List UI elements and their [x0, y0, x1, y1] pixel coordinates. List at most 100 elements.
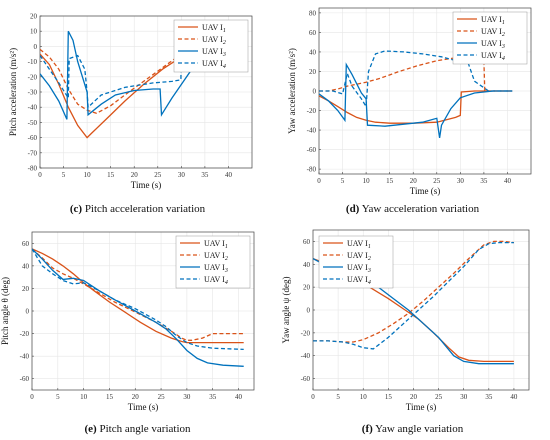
x-tick-label: 15 — [385, 393, 393, 401]
y-tick-label: -50 — [28, 119, 38, 127]
x-axis-label: Time (s) — [128, 402, 158, 412]
series-line-uav-2 — [319, 57, 513, 92]
legend-label-main: UAV I — [481, 15, 502, 24]
legend-label-main: UAV I — [204, 263, 225, 272]
legend-label-main: UAV I — [202, 59, 223, 68]
x-tick-label: 0 — [30, 393, 34, 401]
x-axis-label: Time (s) — [406, 402, 436, 412]
x-tick-label: 20 — [131, 171, 139, 179]
legend-label-sub: 4 — [223, 63, 226, 70]
panel-c: 0 5 10 15 20 25 30 35 40 -80 -70 -60 -50 -40 -30 -20 -10… — [0, 0, 275, 220]
caption-d-text: Yaw acceleration variation — [361, 203, 480, 215]
y-tick-label: 80 — [309, 9, 317, 17]
x-tick-label: 20 — [132, 393, 140, 401]
legend-label-uav-1: UAV I1 — [202, 23, 226, 34]
x-tick-label: 35 — [201, 171, 209, 179]
caption-c: (c) Pitch acceleration variation — [0, 203, 275, 215]
legend-label-uav-2: UAV I2 — [202, 35, 226, 46]
y-axis-label: Yaw acceleration (m/s²) — [287, 48, 297, 134]
series-line-uav-4 — [313, 241, 514, 350]
x-tick-label: 25 — [435, 393, 443, 401]
legend-label-uav-4: UAV I4 — [347, 275, 371, 286]
y-tick-label: 40 — [309, 48, 317, 56]
series-line-uav-1 — [319, 90, 513, 124]
y-tick-label: -40 — [307, 127, 317, 135]
legend-label-uav-4: UAV I4 — [204, 275, 228, 286]
legend-label-uav-1: UAV I1 — [347, 239, 371, 250]
y-tick-label: 60 — [303, 238, 311, 246]
y-tick-label: -60 — [307, 146, 317, 154]
x-axis-label: Time (s) — [410, 186, 440, 196]
y-tick-label: -20 — [307, 107, 317, 115]
y-tick-label: -40 — [28, 104, 38, 112]
x-tick-label: 10 — [84, 171, 92, 179]
legend-label-sub: 4 — [225, 279, 228, 286]
chart-f: 0 5 10 15 20 25 30 35 40 -60 -40 -20 0 20 40 60 Time (s)… — [281, 229, 530, 412]
series-line-uav-4 — [319, 50, 513, 109]
x-tick-label: 5 — [56, 393, 60, 401]
legend-label-main: UAV I — [347, 251, 368, 260]
x-tick-label: 30 — [183, 393, 191, 401]
x-tick-label: 25 — [158, 393, 166, 401]
legend-label-sub: 2 — [225, 256, 228, 262]
x-tick-label: 35 — [480, 177, 488, 185]
legend-label-uav-3: UAV I3 — [202, 47, 226, 58]
series-line-uav-3 — [319, 62, 513, 138]
legend-label-main: UAV I — [481, 39, 502, 48]
y-tick-label: 20 — [30, 13, 38, 21]
panel-f: 0 5 10 15 20 25 30 35 40 -60 -40 -20 0 20 40 60 Time (s)… — [275, 220, 550, 440]
legend-label-uav-1: UAV I1 — [481, 15, 505, 26]
series-line-uav-3 — [40, 30, 234, 120]
y-tick-label: -20 — [20, 330, 30, 338]
legend-label-sub: 3 — [501, 44, 505, 50]
x-tick-label: 40 — [504, 177, 512, 185]
legend-label-main: UAV I — [204, 251, 225, 260]
legend-label-uav-1: UAV I1 — [204, 239, 228, 250]
y-axis-label: Pitch angle θ (deg) — [0, 277, 10, 345]
caption-e: (e) Pitch angle variation — [0, 423, 275, 435]
y-tick-label: -60 — [301, 375, 311, 383]
legend-label-main: UAV I — [481, 27, 502, 36]
y-tick-label: -80 — [307, 166, 317, 174]
caption-f-text: Yaw angle variation — [375, 423, 464, 435]
series-line-uav-2 — [40, 28, 234, 115]
panel-e: 0 5 10 15 20 25 30 35 40 -60 -40 -20 0 20 40 60 Time (s)… — [0, 220, 275, 440]
legend-label-sub: 3 — [222, 52, 226, 58]
y-tick-label: 40 — [22, 262, 30, 270]
legend-label-sub: 1 — [223, 28, 226, 34]
legend-label-main: UAV I — [202, 35, 223, 44]
legend-label-uav-4: UAV I4 — [481, 51, 505, 62]
x-tick-label: 25 — [154, 171, 162, 179]
legend-label-sub: 3 — [367, 268, 371, 274]
y-tick-label: 0 — [26, 308, 30, 316]
caption-c-tag: (c) — [69, 203, 83, 215]
legend-label-uav-4: UAV I4 — [202, 59, 226, 70]
legend-label-uav-2: UAV I2 — [347, 251, 371, 262]
chart-c: 0 5 10 15 20 25 30 35 40-80-70-60-50-40-30-20-10… — [8, 13, 253, 190]
x-tick-label: 35 — [209, 393, 217, 401]
legend-label-sub: 2 — [223, 40, 226, 46]
legend-label-sub: 4 — [502, 55, 505, 62]
y-tick-label: 60 — [22, 240, 30, 248]
y-tick-label: 20 — [22, 285, 30, 293]
caption-c-text: Pitch acceleration variation — [84, 203, 206, 215]
legend-label-sub: 2 — [502, 32, 505, 38]
legend-label-sub: 1 — [368, 244, 371, 250]
y-tick-label: -60 — [28, 134, 38, 142]
x-tick-label: 35 — [485, 393, 493, 401]
caption-d: (d) Yaw acceleration variation — [275, 203, 550, 215]
x-tick-label: 20 — [410, 393, 418, 401]
series-line-uav-4 — [32, 248, 244, 351]
y-tick-label: -80 — [28, 165, 38, 173]
x-tick-label: 10 — [360, 393, 368, 401]
legend-label-uav-3: UAV I3 — [347, 263, 371, 274]
legend-label-main: UAV I — [347, 263, 368, 272]
y-tick-label: -20 — [301, 329, 311, 337]
y-tick-label: -60 — [20, 375, 30, 383]
x-tick-label: 40 — [225, 171, 233, 179]
y-tick-label: -70 — [28, 149, 38, 157]
legend-label-sub: 4 — [368, 279, 371, 286]
y-tick-label: 0 — [313, 88, 317, 96]
